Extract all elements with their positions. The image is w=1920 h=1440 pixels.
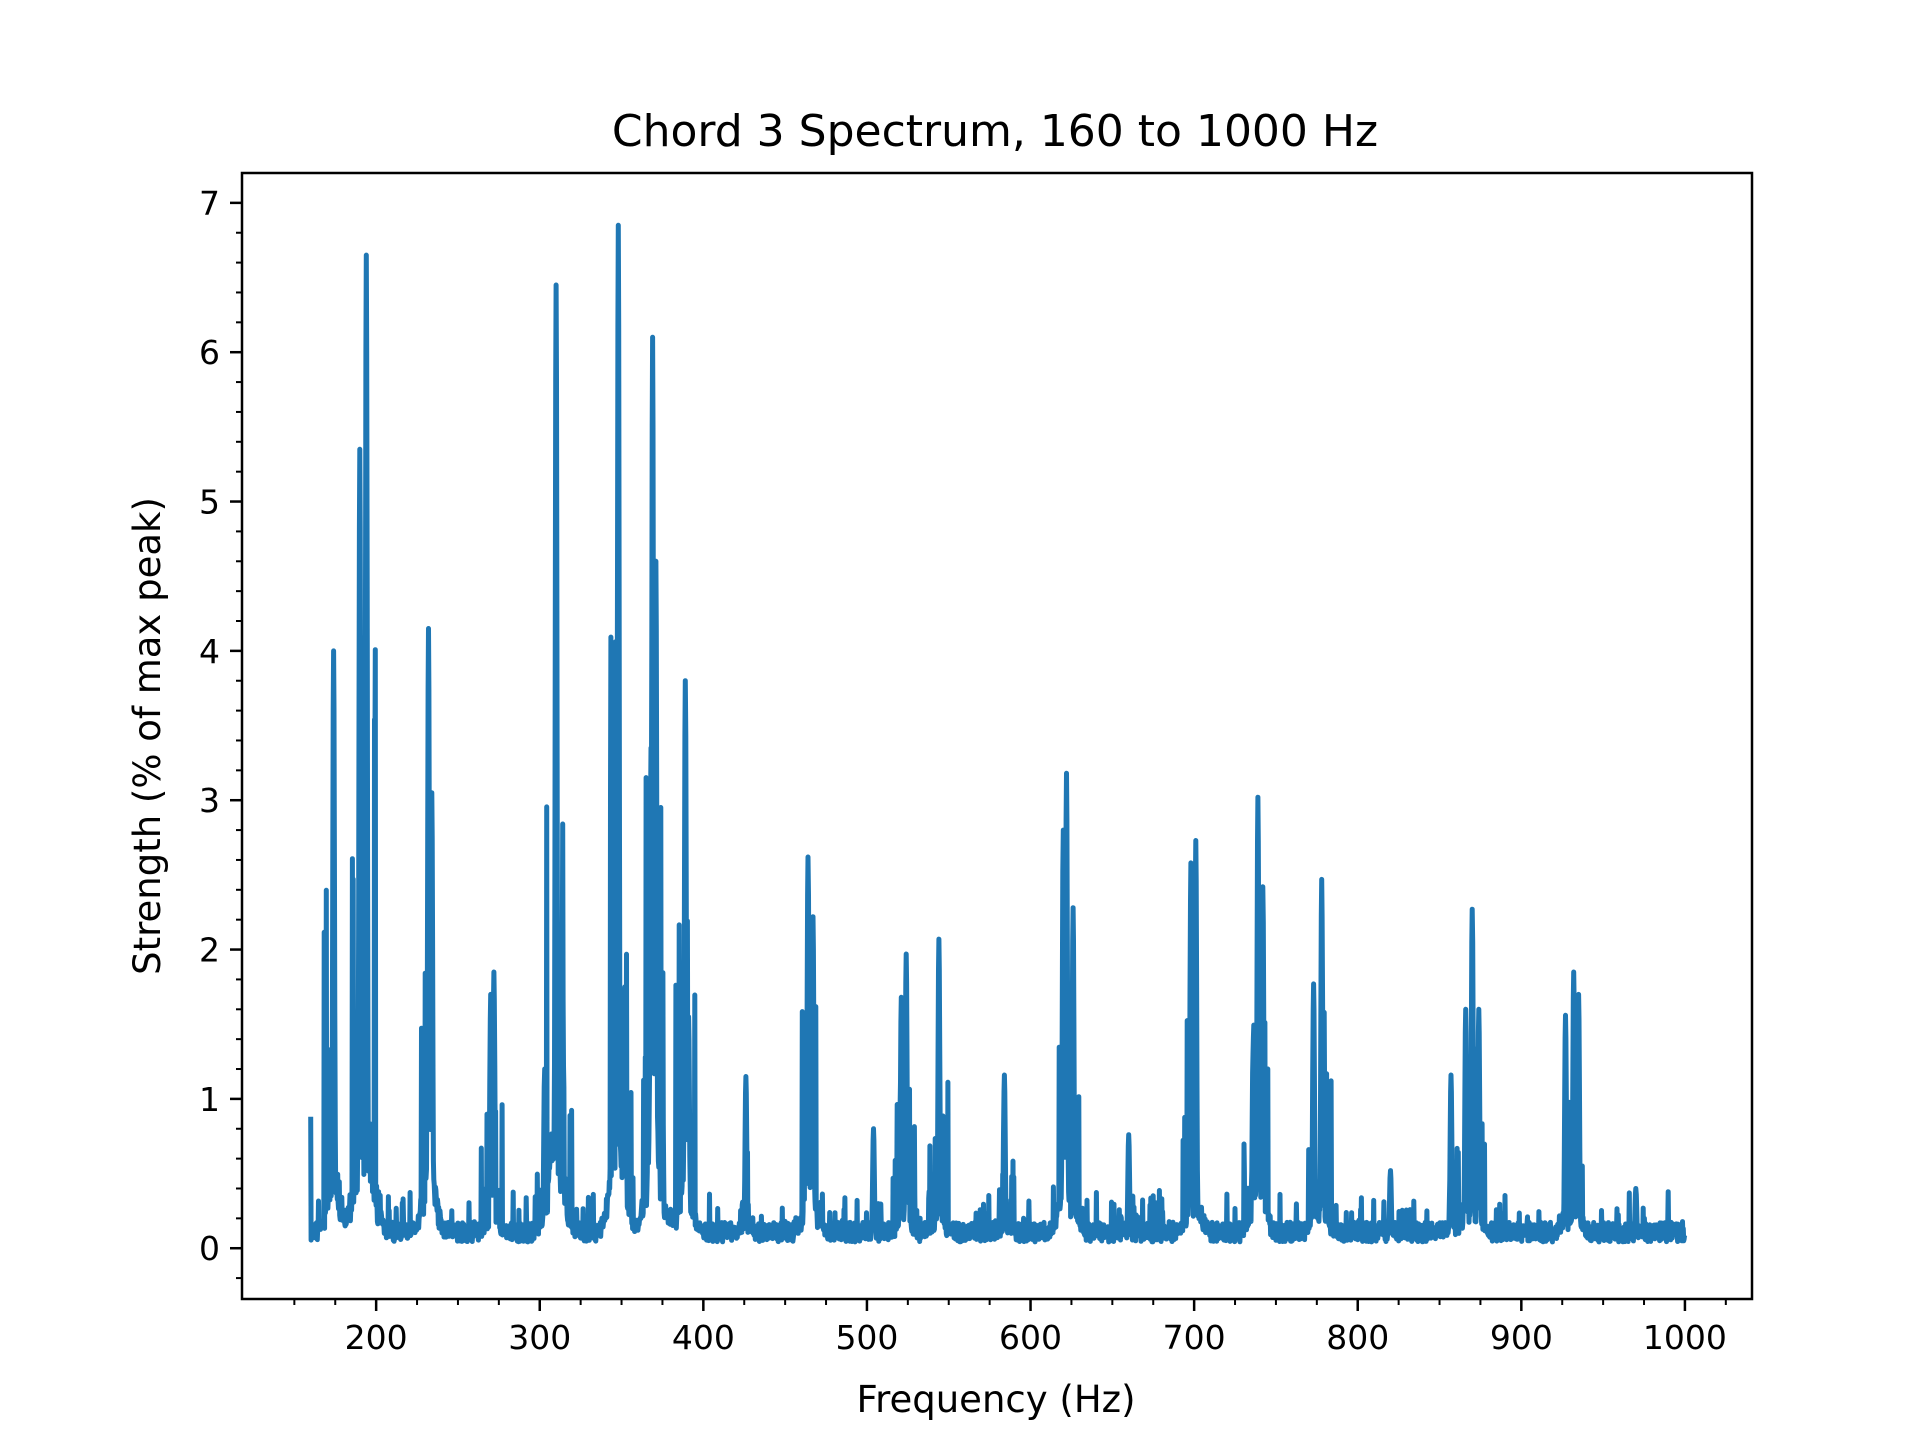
x-tick-label: 1000 <box>1643 1318 1727 1357</box>
chart-title: Chord 3 Spectrum, 160 to 1000 Hz <box>612 106 1378 157</box>
y-tick-label: 5 <box>199 483 220 522</box>
y-tick-label: 1 <box>199 1080 220 1119</box>
spectrum-line <box>308 222 1688 1245</box>
axes-frame <box>240 171 1754 1301</box>
y-tick-label: 4 <box>199 632 220 671</box>
plot-area <box>308 222 1688 1245</box>
x-tick-label: 600 <box>999 1318 1062 1357</box>
x-axis-label: Frequency (Hz) <box>856 1378 1135 1421</box>
y-tick-label: 6 <box>199 333 220 372</box>
x-tick-label: 200 <box>345 1318 408 1357</box>
x-tick-label: 700 <box>1163 1318 1226 1357</box>
y-axis-label: Strength (% of max peak) <box>126 497 169 975</box>
x-axis-ticks: 200 300 400 500 600 700 800 900 1000 <box>293 1299 1727 1357</box>
x-tick-label: 500 <box>835 1318 898 1357</box>
y-tick-label: 3 <box>199 781 220 820</box>
y-tick-label: 2 <box>199 931 220 970</box>
x-tick-label: 900 <box>1490 1318 1553 1357</box>
y-tick-label: 0 <box>199 1229 220 1268</box>
x-tick-label: 400 <box>672 1318 735 1357</box>
y-tick-label: 7 <box>199 184 220 223</box>
x-tick-label: 300 <box>508 1318 571 1357</box>
y-axis-ticks: 0 1 2 3 4 5 6 7 <box>199 184 242 1280</box>
x-tick-label: 800 <box>1326 1318 1389 1357</box>
